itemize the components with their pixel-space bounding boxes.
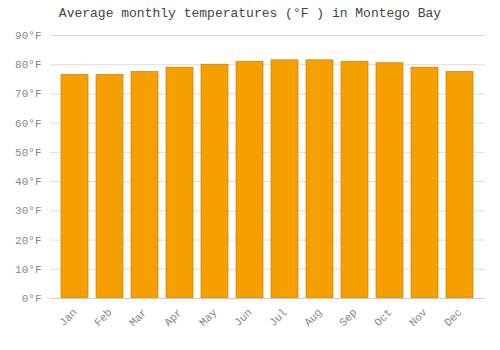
svg-text:20°F: 20°F <box>15 235 41 247</box>
svg-text:Mar: Mar <box>127 306 149 328</box>
svg-text:Feb: Feb <box>92 306 114 328</box>
svg-text:Oct: Oct <box>372 306 394 328</box>
svg-text:Aug: Aug <box>302 306 324 328</box>
svg-text:90°F: 90°F <box>15 30 41 42</box>
html-text:Average monthly temperatures (: Average monthly temperatures (°F ) in Mo… <box>58 6 442 21</box>
svg-text:70°F: 70°F <box>15 88 41 100</box>
svg-text:50°F: 50°F <box>15 147 41 159</box>
svg-text:Jul: Jul <box>267 306 289 328</box>
svg-text:Jan: Jan <box>57 306 79 328</box>
svg-text:Sep: Sep <box>337 306 359 328</box>
svg-text:Dec: Dec <box>442 306 464 328</box>
svg-text:10°F: 10°F <box>15 264 41 276</box>
svg-text:60°F: 60°F <box>15 118 41 130</box>
svg-text:Apr: Apr <box>162 306 184 328</box>
svg-text:0°F: 0°F <box>22 293 42 305</box>
svg-text:30°F: 30°F <box>15 205 41 217</box>
svg-text:40°F: 40°F <box>15 176 41 188</box>
svg-text:Nov: Nov <box>407 306 430 329</box>
svg-text:May: May <box>197 306 220 329</box>
svg-text:Jun: Jun <box>232 306 254 328</box>
svg-text:80°F: 80°F <box>15 59 41 71</box>
